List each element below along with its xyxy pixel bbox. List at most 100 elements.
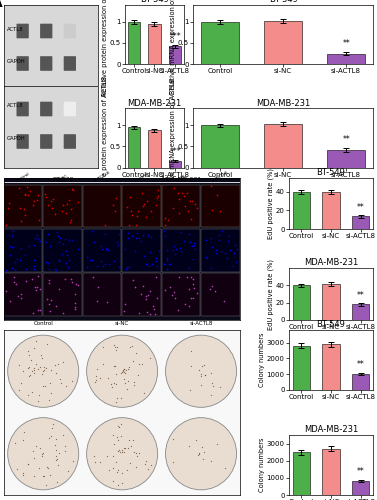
Point bbox=[35, 306, 41, 314]
Point bbox=[193, 436, 199, 444]
Point bbox=[53, 266, 59, 274]
Point bbox=[119, 446, 125, 454]
Text: ACTL8: ACTL8 bbox=[7, 27, 23, 32]
Point bbox=[198, 380, 204, 388]
Point bbox=[29, 366, 35, 374]
Point bbox=[218, 246, 224, 254]
Bar bbox=[43, 184, 82, 228]
Point bbox=[146, 231, 152, 239]
Point bbox=[72, 305, 78, 313]
Point bbox=[3, 266, 9, 274]
Point bbox=[36, 464, 42, 472]
Point bbox=[113, 432, 120, 440]
Point bbox=[121, 444, 127, 452]
Point bbox=[176, 210, 182, 218]
Point bbox=[40, 367, 46, 375]
Point bbox=[114, 394, 120, 402]
Point bbox=[124, 377, 130, 385]
Point bbox=[40, 448, 46, 456]
Point bbox=[26, 363, 32, 371]
Point bbox=[7, 242, 13, 250]
Point bbox=[113, 398, 119, 406]
Point bbox=[57, 234, 63, 242]
Point bbox=[153, 254, 159, 262]
Point bbox=[116, 446, 123, 454]
FancyBboxPatch shape bbox=[17, 134, 29, 149]
Point bbox=[46, 276, 52, 284]
Point bbox=[208, 264, 214, 272]
Bar bbox=[4, 273, 42, 316]
Point bbox=[103, 245, 109, 253]
Point bbox=[166, 260, 172, 268]
Point bbox=[35, 272, 41, 280]
Point bbox=[130, 356, 136, 364]
Point bbox=[92, 452, 98, 460]
Point bbox=[230, 262, 236, 270]
Point bbox=[153, 202, 159, 209]
Point bbox=[47, 378, 53, 386]
Point bbox=[208, 458, 214, 466]
Point bbox=[41, 366, 47, 374]
Point bbox=[156, 247, 162, 255]
Text: si-ACTL8: si-ACTL8 bbox=[93, 170, 112, 183]
Point bbox=[147, 248, 153, 256]
Point bbox=[161, 260, 167, 268]
Point bbox=[102, 260, 108, 268]
Point bbox=[139, 360, 145, 368]
Point bbox=[11, 278, 17, 286]
Point bbox=[162, 232, 168, 240]
Point bbox=[43, 340, 49, 348]
Point bbox=[143, 295, 149, 303]
Point bbox=[115, 447, 121, 455]
Point bbox=[126, 436, 132, 444]
Point bbox=[195, 451, 201, 459]
Bar bbox=[128, 128, 140, 168]
Point bbox=[141, 252, 147, 260]
Point bbox=[29, 388, 35, 396]
Text: MDA-MB-231: MDA-MB-231 bbox=[0, 111, 2, 142]
Text: si-ACTL8: si-ACTL8 bbox=[212, 170, 230, 183]
Point bbox=[188, 294, 194, 302]
Point bbox=[60, 207, 66, 215]
Point bbox=[23, 264, 29, 272]
Point bbox=[8, 251, 14, 259]
Y-axis label: Relative mRNA expression of ACTL8: Relative mRNA expression of ACTL8 bbox=[170, 78, 176, 198]
Text: Control: Control bbox=[16, 172, 31, 183]
Point bbox=[45, 230, 51, 238]
Point bbox=[43, 258, 49, 266]
Point bbox=[110, 362, 116, 370]
Y-axis label: Colony numbers: Colony numbers bbox=[259, 438, 265, 492]
Point bbox=[196, 366, 202, 374]
Point bbox=[179, 188, 185, 196]
Bar bbox=[148, 130, 161, 168]
Point bbox=[46, 396, 52, 404]
Point bbox=[120, 366, 126, 374]
Point bbox=[162, 286, 169, 294]
Point bbox=[124, 466, 130, 474]
Point bbox=[18, 244, 24, 252]
Point bbox=[136, 234, 142, 242]
Point bbox=[35, 397, 41, 405]
Point bbox=[195, 204, 201, 212]
Point bbox=[44, 294, 50, 302]
Point bbox=[62, 442, 68, 450]
FancyBboxPatch shape bbox=[17, 102, 29, 116]
Point bbox=[225, 232, 231, 240]
Point bbox=[17, 256, 23, 264]
Point bbox=[138, 236, 144, 244]
Point bbox=[146, 262, 152, 270]
Point bbox=[31, 364, 37, 372]
Point bbox=[37, 284, 43, 292]
Point bbox=[14, 254, 20, 262]
Point bbox=[20, 368, 26, 376]
Point bbox=[170, 435, 176, 443]
Point bbox=[117, 448, 123, 456]
Point bbox=[17, 204, 23, 212]
Point bbox=[170, 458, 176, 466]
FancyBboxPatch shape bbox=[17, 24, 29, 38]
Text: MDA-MB-231: MDA-MB-231 bbox=[161, 177, 201, 182]
Point bbox=[18, 378, 24, 386]
Point bbox=[113, 370, 119, 378]
Point bbox=[127, 344, 133, 351]
Point bbox=[186, 284, 192, 292]
